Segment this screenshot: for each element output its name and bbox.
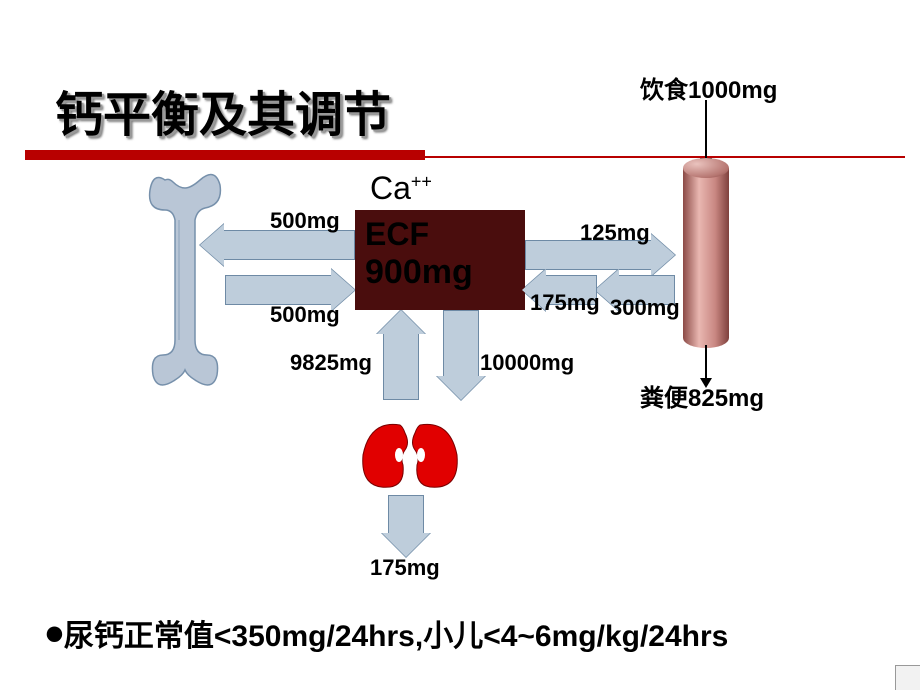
label-10000: 10000mg	[480, 350, 574, 376]
kidney-icon	[355, 415, 465, 495]
arrow-from-kidney	[383, 310, 419, 400]
label-diet: 饮食1000mg	[640, 70, 777, 105]
label-9825: 9825mg	[290, 350, 372, 376]
label-175: 175mg	[530, 290, 600, 316]
ca-text: Ca	[370, 170, 411, 206]
ecf-line1: ECF	[365, 210, 525, 253]
label-feces: 粪便825mg	[640, 378, 764, 413]
arrow-diet-in	[705, 100, 707, 160]
arrow-from-bone	[225, 275, 355, 305]
ecf-line2: 900mg	[365, 253, 525, 292]
label-ca: Ca++	[370, 170, 432, 207]
footer-text: 尿钙正常值<350mg/24hrs,小儿<4~6mg/kg/24hrs	[64, 620, 728, 653]
arrow-to-kidney	[443, 310, 479, 400]
title-rule-thick	[25, 150, 425, 160]
arrow-to-bone	[200, 230, 355, 260]
ca-sup: ++	[411, 171, 432, 191]
arrow-urine	[388, 495, 424, 555]
slide: 钙平衡及其调节 饮食1000mg 粪便825mg Ca++ ECF 900mg …	[0, 0, 920, 690]
title-rule-thin	[25, 156, 905, 158]
label-300: 300mg	[610, 295, 680, 321]
bone-icon	[145, 170, 225, 390]
footer-note: •尿钙正常值<350mg/24hrs,小儿<4~6mg/kg/24hrs	[45, 611, 728, 655]
label-urine175: 175mg	[370, 555, 440, 581]
page-corner-icon	[895, 665, 920, 690]
arrow-feces-out	[705, 345, 707, 380]
label-500b: 500mg	[270, 302, 340, 328]
ecf-box: ECF 900mg	[355, 210, 525, 310]
label-125: 125mg	[580, 220, 650, 246]
label-500a: 500mg	[270, 208, 340, 234]
slide-title: 钙平衡及其调节	[55, 75, 391, 145]
